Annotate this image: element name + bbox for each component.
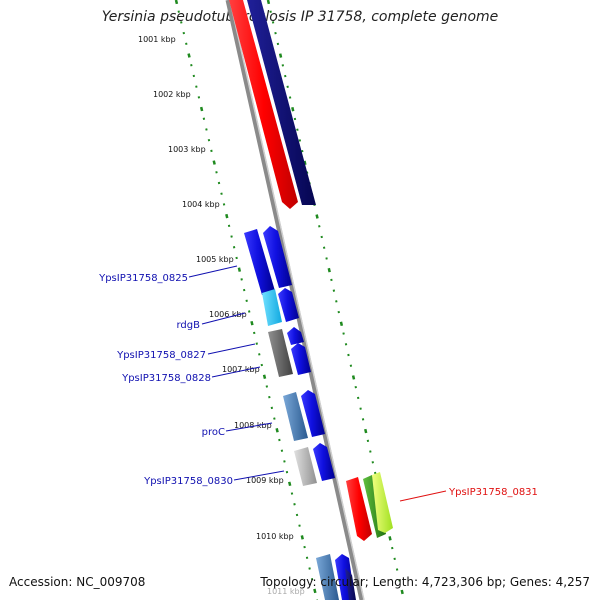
tick-mark — [278, 53, 283, 58]
tick-mark — [275, 428, 279, 433]
genome-title: Yersinia pseudotuberculosis IP 31758, co… — [101, 9, 499, 25]
tick-mark — [388, 536, 392, 541]
tick-mark — [199, 106, 204, 112]
tick-mark — [300, 535, 304, 540]
leader-lines — [188, 265, 447, 502]
label-0828[interactable]: YpsIP31758_0828 — [121, 373, 211, 384]
label-0830[interactable]: YpsIP31758_0830 — [143, 476, 233, 487]
gene-blue-e[interactable] — [301, 390, 325, 437]
gene-red-top[interactable] — [229, 0, 298, 209]
genome-backbone-shadow — [229, 0, 365, 600]
gene-rdgB[interactable] — [262, 289, 282, 326]
tick-mark — [288, 481, 292, 487]
kbp-label-1006: 1006 kbp — [209, 310, 247, 319]
kbp-label-1011: 1011 kbp — [267, 587, 305, 596]
kbp-label-1010: 1010 kbp — [256, 532, 294, 541]
tick-mark — [225, 213, 229, 219]
tick-mark — [237, 267, 242, 272]
tick-mark — [313, 588, 317, 594]
genome-backbone — [225, 0, 365, 600]
tick-mark — [315, 214, 319, 219]
kbp-label-1005: 1005 kbp — [196, 255, 234, 264]
kbp-label-1007: 1007 kbp — [222, 365, 260, 374]
tick-mark — [291, 107, 295, 112]
accession-text: Accession: NC_009708 — [9, 575, 146, 589]
tick-mark — [303, 160, 307, 166]
label-0825[interactable]: YpsIP31758_0825 — [98, 273, 188, 284]
tick-mark — [400, 589, 404, 595]
tick-mark — [266, 0, 271, 5]
gene-labels: YpsIP31758_0825 rdgB YpsIP31758_0827 Yps… — [98, 273, 538, 498]
label-0831[interactable]: YpsIP31758_0831 — [448, 487, 538, 498]
tick-mark — [250, 320, 254, 326]
gene-blue-b[interactable] — [278, 288, 299, 322]
kbp-label-1009: 1009 kbp — [246, 476, 284, 485]
gene-blue-c[interactable] — [287, 327, 304, 345]
tick-mark — [187, 53, 191, 58]
gene-proC[interactable] — [283, 392, 308, 441]
gene-bottom-steel[interactable] — [316, 554, 339, 600]
gene-0831[interactable] — [346, 477, 372, 541]
kbp-label-1008: 1008 kbp — [234, 421, 272, 430]
tick-mark — [212, 160, 216, 165]
tick-mark — [327, 267, 331, 273]
gene-lime[interactable] — [372, 472, 393, 533]
tick-mark — [364, 428, 368, 434]
gene-blue-a[interactable] — [263, 226, 292, 288]
gene-blue-f[interactable] — [313, 443, 335, 481]
topology-text: Topology: circular; Length: 4,723,306 bp… — [260, 575, 590, 589]
kbp-label-1002: 1002 kbp — [153, 90, 191, 99]
tick-mark — [262, 374, 267, 379]
gene-navy-bottom[interactable] — [345, 568, 356, 600]
kbp-label-1004: 1004 kbp — [182, 200, 220, 209]
label-rdgB[interactable]: rdgB — [177, 320, 201, 331]
gene-0825[interactable] — [244, 229, 275, 295]
kbp-label-1001: 1001 kbp — [138, 35, 176, 44]
gene-0830[interactable] — [294, 447, 317, 486]
kbp-labels: 1001 kbp 1002 kbp 1003 kbp 1004 kbp 1005… — [138, 35, 305, 596]
label-0827[interactable]: YpsIP31758_0827 — [116, 350, 206, 361]
tick-mark — [339, 321, 344, 327]
label-proC[interactable]: proC — [202, 427, 225, 438]
tick-mark — [174, 0, 179, 5]
outer-tick-track — [174, 0, 319, 600]
kbp-label-1003: 1003 kbp — [168, 145, 206, 154]
gene-blue-d[interactable] — [291, 343, 311, 375]
gene-navy-top[interactable] — [247, 0, 316, 205]
gene-0827[interactable] — [268, 329, 293, 377]
tick-mark — [351, 375, 356, 380]
